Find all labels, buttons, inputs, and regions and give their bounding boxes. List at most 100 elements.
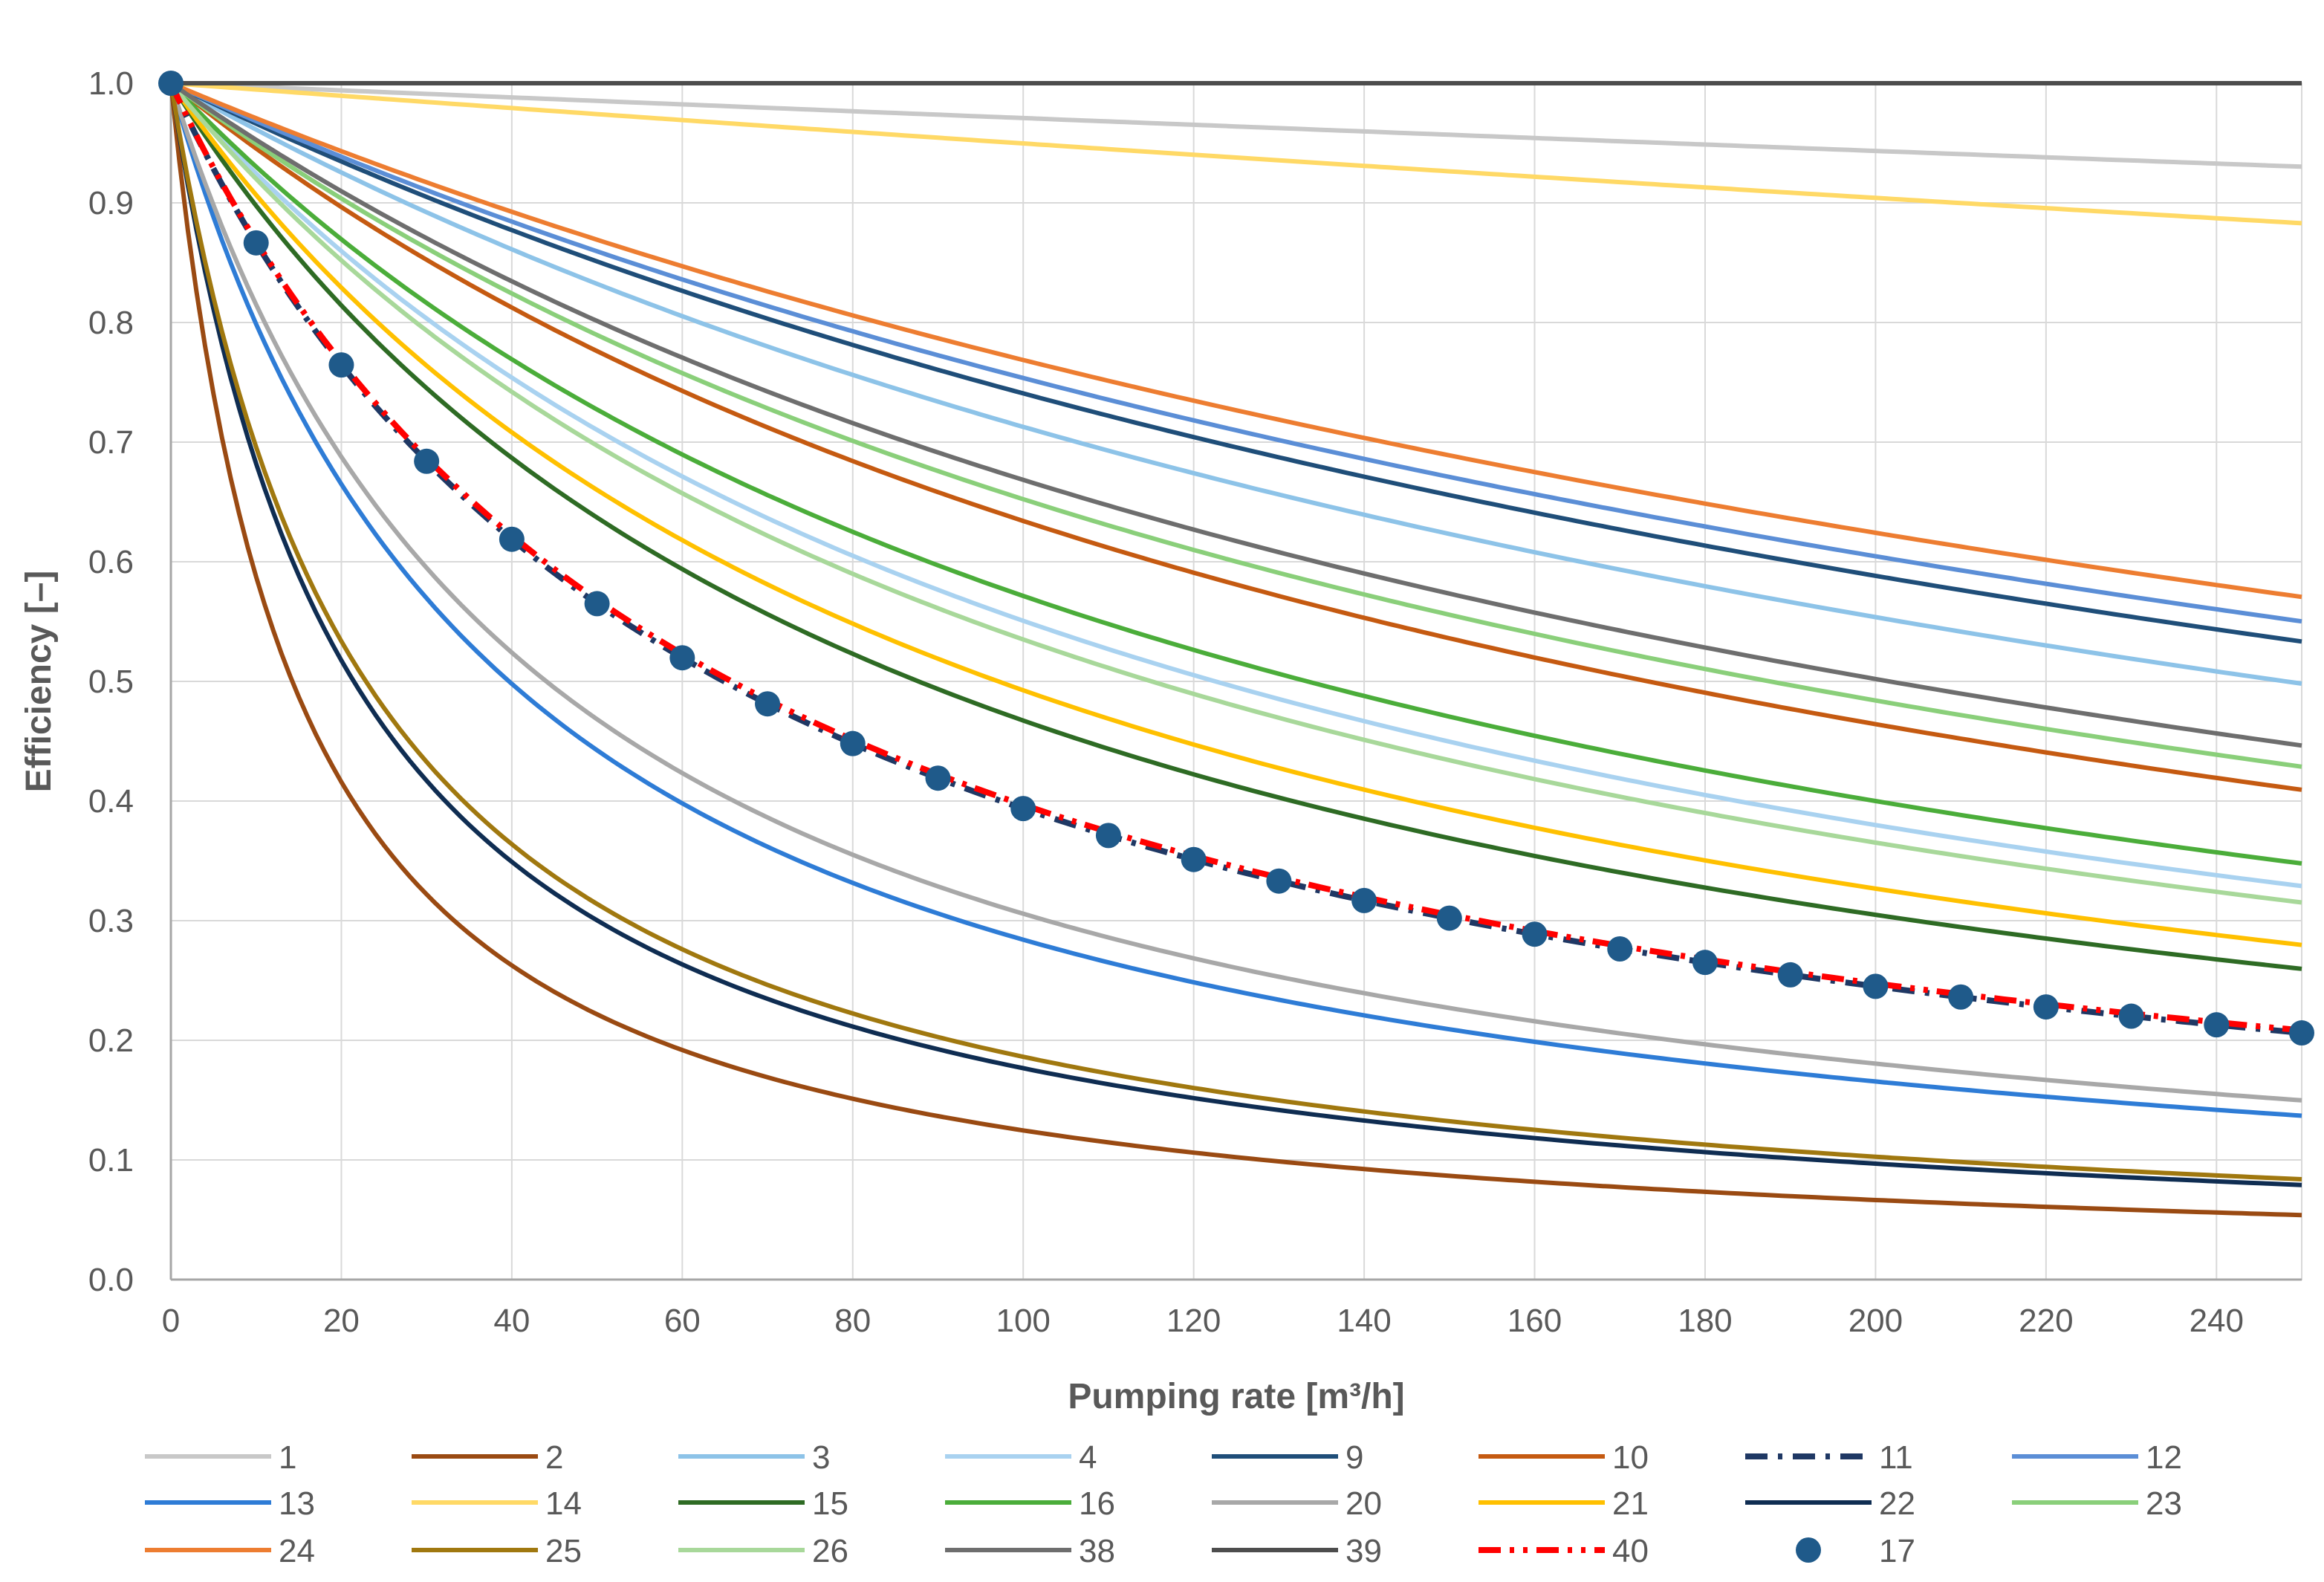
legend-entry-3: 3 — [678, 1439, 830, 1476]
series-lines — [168, 81, 2302, 1218]
x-tick-label: 20 — [323, 1303, 360, 1339]
x-tick-label: 200 — [1849, 1303, 1903, 1339]
legend-entry-39: 39 — [1212, 1533, 1382, 1569]
series-16-line — [169, 81, 2302, 866]
legend-label-23: 23 — [2146, 1485, 2182, 1522]
legend-entry-15: 15 — [678, 1485, 848, 1522]
legend-label-10: 10 — [1612, 1439, 1649, 1476]
legend-entry-23: 23 — [2012, 1485, 2182, 1522]
y-tick-label: 1.0 — [88, 65, 134, 102]
series-9-line — [169, 81, 2302, 644]
legend-entry-4: 4 — [945, 1439, 1097, 1476]
x-tick-label: 60 — [664, 1303, 701, 1339]
legend-entry-40: 40 — [1479, 1533, 1649, 1569]
gridlines — [170, 82, 2302, 1280]
legend-entry-14: 14 — [412, 1485, 582, 1522]
series-10-line — [169, 81, 2302, 792]
series-23-line — [169, 81, 2302, 769]
x-tick-label: 120 — [1166, 1303, 1221, 1339]
legend-label-17: 17 — [1879, 1533, 1915, 1569]
x-axis-title: Pumping rate [m³/h] — [1068, 1377, 1404, 1416]
legend-entry-1: 1 — [145, 1439, 296, 1476]
x-tick-label: 180 — [1678, 1303, 1732, 1339]
series-17-marker — [243, 230, 269, 256]
series-17-marker — [2118, 1003, 2144, 1029]
series-17-marker — [669, 645, 695, 671]
series-13-line — [169, 82, 2302, 1118]
series-17-marker — [584, 591, 610, 617]
y-tick-label: 0.3 — [88, 903, 134, 939]
series-17-marker — [925, 765, 951, 791]
legend-entry-17: 17 — [1796, 1533, 1915, 1569]
x-tick-label: 0 — [162, 1303, 180, 1339]
series-3-line — [169, 81, 2302, 686]
series-17-marker — [1692, 950, 1718, 976]
series-40-line — [168, 82, 2302, 1034]
legend-label-38: 38 — [1079, 1533, 1115, 1569]
series-17-marker — [2289, 1020, 2314, 1046]
series-17-marker — [2204, 1012, 2230, 1038]
series-17-marker — [1181, 846, 1207, 872]
series-17-marker — [158, 71, 184, 96]
legend-label-20: 20 — [1346, 1485, 1382, 1522]
series-17-marker — [1351, 887, 1377, 913]
series-17-marker — [1777, 962, 1803, 988]
series-17-marker — [1863, 973, 1889, 999]
series-21-line — [169, 82, 2302, 947]
tick-labels: 0 20 40 60 80 100 120 140 160 180 200 220 240 0.0 0.1 0… — [88, 65, 2244, 1339]
y-tick-label: 0.6 — [88, 544, 134, 580]
legend-entry-24: 24 — [145, 1533, 315, 1569]
legend-label-24: 24 — [279, 1533, 315, 1569]
axes — [169, 83, 2302, 1281]
legend-label-14: 14 — [545, 1485, 582, 1522]
legend-entry-38: 38 — [945, 1533, 1115, 1569]
series-4-line — [169, 82, 2302, 889]
legend-swatch-17 — [1796, 1537, 1821, 1563]
legend-entry-16: 16 — [945, 1485, 1115, 1522]
series-24-line — [169, 81, 2302, 600]
series-15-line — [169, 82, 2302, 971]
legend-label-1: 1 — [279, 1439, 296, 1476]
series-17-marker — [1266, 868, 1292, 894]
legend-entry-2: 2 — [412, 1439, 563, 1476]
series-11-line — [168, 82, 2302, 1036]
x-tick-label: 240 — [2190, 1303, 2244, 1339]
legend-label-3: 3 — [812, 1439, 830, 1476]
legend-label-12: 12 — [2146, 1439, 2182, 1476]
series-17-marker — [1010, 796, 1036, 822]
series-20-line — [169, 82, 2302, 1103]
x-tick-label: 220 — [2019, 1303, 2073, 1339]
legend-label-16: 16 — [1079, 1485, 1115, 1522]
series-17-marker — [1948, 984, 1974, 1010]
y-tick-label: 0.0 — [88, 1262, 134, 1298]
legend-entry-20: 20 — [1212, 1485, 1382, 1522]
legend-entry-25: 25 — [412, 1533, 582, 1569]
legend-entry-26: 26 — [678, 1533, 848, 1569]
legend-label-25: 25 — [545, 1533, 582, 1569]
legend-label-4: 4 — [1079, 1439, 1097, 1476]
legend-label-11: 11 — [1879, 1439, 1913, 1476]
legend-entry-21: 21 — [1479, 1485, 1649, 1522]
series-17-marker — [2033, 994, 2059, 1020]
y-tick-label: 0.8 — [88, 305, 134, 341]
series-17-marker — [1436, 905, 1462, 931]
legend-entry-13: 13 — [145, 1485, 315, 1522]
series-17-marker — [840, 730, 866, 756]
series-17-marker — [414, 448, 440, 474]
y-tick-label: 0.4 — [88, 783, 134, 820]
legend-entry-10: 10 — [1479, 1439, 1649, 1476]
legend-entry-12: 12 — [2012, 1439, 2182, 1476]
series-12-line — [169, 81, 2302, 624]
legend-entry-22: 22 — [1745, 1485, 1915, 1522]
legend-label-2: 2 — [545, 1439, 563, 1476]
legend-label-22: 22 — [1879, 1485, 1915, 1522]
series-17-marker — [499, 526, 525, 552]
legend-label-21: 21 — [1612, 1485, 1649, 1522]
x-tick-label: 160 — [1507, 1303, 1562, 1339]
y-tick-label: 0.5 — [88, 664, 134, 700]
x-tick-label: 40 — [493, 1303, 530, 1339]
series-17-marker — [755, 691, 781, 717]
series-14-line — [170, 81, 2302, 226]
legend-label-40: 40 — [1612, 1533, 1649, 1569]
